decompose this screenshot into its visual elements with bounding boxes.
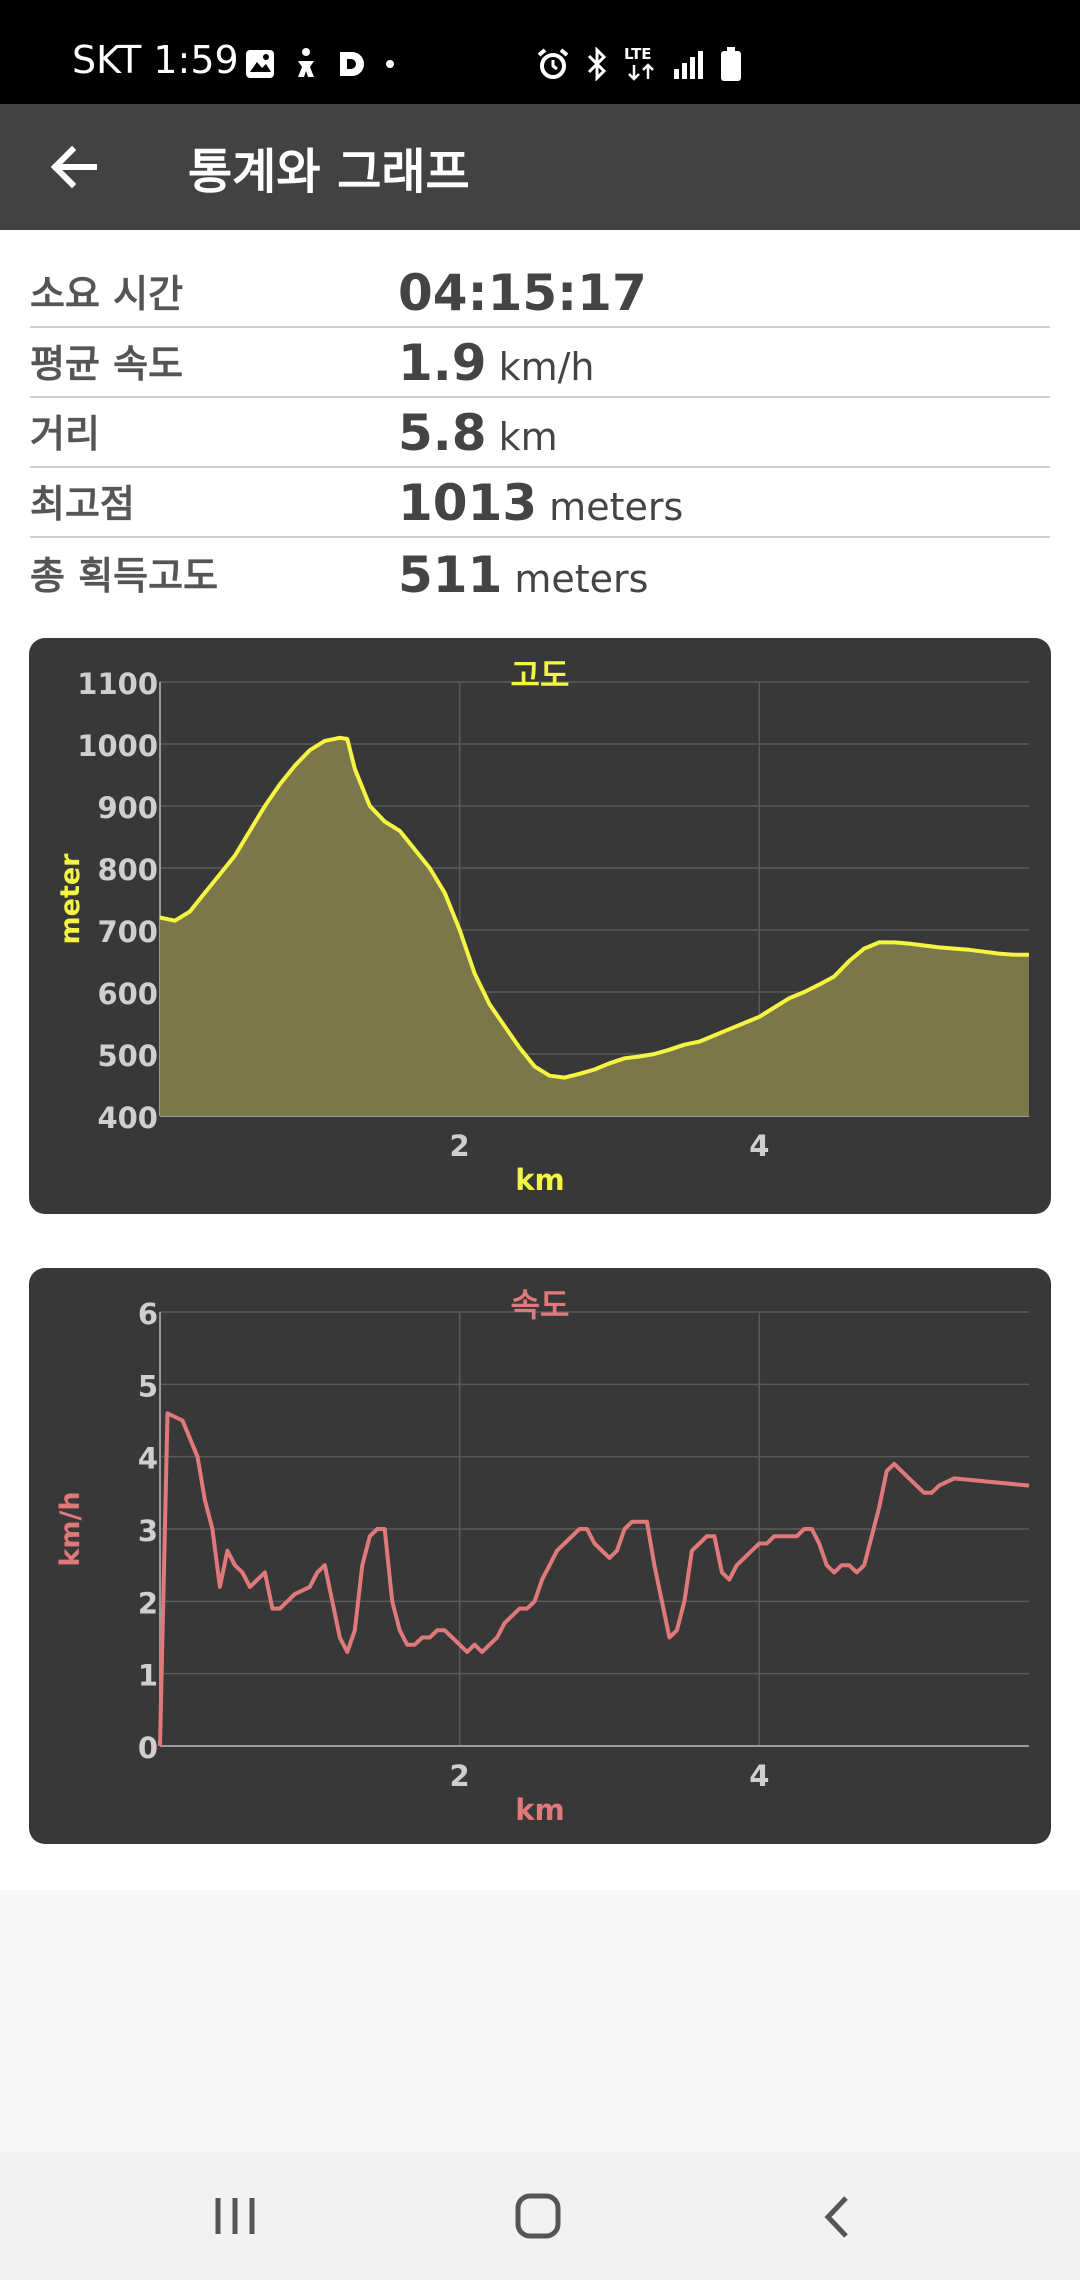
stat-number: 511 bbox=[398, 546, 503, 604]
stat-unit: km/h bbox=[498, 345, 595, 389]
page-title: 통계와 그래프 bbox=[188, 144, 470, 200]
x-tick-label: 2 bbox=[450, 1129, 470, 1163]
y-tick-label: 400 bbox=[97, 1101, 158, 1135]
y-tick-label: 800 bbox=[97, 853, 158, 887]
x-axis-label: km bbox=[515, 1793, 565, 1827]
y-tick-label: 600 bbox=[97, 977, 158, 1011]
x-tick-label: 4 bbox=[749, 1759, 769, 1793]
elevation-chart: 400 500 600 700 800 900 1000 1100 2 4 고도 km meter bbox=[55, 656, 1029, 1197]
lte-icon: LTE bbox=[624, 45, 658, 83]
y-tick-label: 2 bbox=[138, 1586, 158, 1620]
stat-number: 1013 bbox=[398, 474, 538, 532]
stat-number: 5.8 bbox=[398, 404, 487, 462]
signal-icon bbox=[674, 51, 703, 79]
arrow-back-icon bbox=[50, 145, 97, 189]
stat-label: 거리 bbox=[30, 412, 100, 456]
app-bar: 통계와 그래프 bbox=[0, 104, 1080, 230]
stat-unit: meters bbox=[549, 485, 684, 529]
stat-label: 총 획득고도 bbox=[30, 554, 219, 598]
series-line bbox=[159, 735, 1029, 1080]
y-tick-label: 6 bbox=[138, 1297, 158, 1331]
x-axis-label: km bbox=[515, 1163, 565, 1197]
stat-label: 평균 속도 bbox=[30, 342, 184, 386]
status-left-icons bbox=[244, 44, 398, 84]
stat-label: 최고점 bbox=[30, 482, 135, 526]
d-app-icon bbox=[340, 52, 364, 76]
statistics-content: 소요 시간 04:15:17 평균 속도 1.9 km/h 거리 5.8 km 최고… bbox=[0, 230, 1080, 1890]
stat-value: 511 meters bbox=[398, 546, 648, 604]
elevation-chart-card: 400 500 600 700 800 900 1000 1100 2 4 고도 km meter bbox=[29, 638, 1051, 1214]
speed-chart: 0 1 2 3 4 5 6 2 4 속도 km km/h bbox=[55, 1286, 1030, 1827]
status-time: SKT 1:59 bbox=[72, 38, 239, 82]
gallery-icon bbox=[246, 50, 274, 78]
lte-label: LTE bbox=[624, 45, 652, 63]
y-tick-label: 700 bbox=[97, 915, 158, 949]
stat-unit: meters bbox=[514, 557, 649, 601]
y-tick-label: 500 bbox=[97, 1039, 158, 1073]
x-tick-label: 4 bbox=[749, 1129, 769, 1163]
stat-unit: km bbox=[498, 415, 558, 459]
area-fill bbox=[160, 737, 1029, 1116]
y-tick-label: 900 bbox=[97, 791, 158, 825]
y-tick-label: 4 bbox=[138, 1442, 158, 1476]
bluetooth-icon bbox=[587, 47, 607, 81]
stat-row-distance: 거리 5.8 km bbox=[30, 398, 1050, 468]
x-tick-label: 2 bbox=[450, 1759, 470, 1793]
home-button[interactable] bbox=[514, 2192, 564, 2242]
y-tick-label: 1000 bbox=[77, 729, 158, 763]
accessibility-icon bbox=[298, 48, 314, 77]
stat-number: 1.9 bbox=[398, 334, 487, 392]
back-button[interactable] bbox=[42, 134, 108, 200]
status-bar: SKT 1:59 LTE bbox=[0, 0, 1080, 104]
navigation-bar bbox=[0, 2152, 1080, 2280]
chart-title: 고도 bbox=[511, 656, 570, 694]
stat-value: 04:15:17 bbox=[398, 264, 647, 322]
y-axis-label: km/h bbox=[55, 1491, 86, 1566]
dot-icon bbox=[386, 60, 394, 68]
y-tick-label: 5 bbox=[138, 1369, 158, 1403]
alarm-icon bbox=[537, 48, 569, 79]
stat-value: 5.8 km bbox=[398, 404, 558, 462]
stat-row-highest-point: 최고점 1013 meters bbox=[30, 468, 1050, 538]
stat-value: 1013 meters bbox=[398, 474, 683, 532]
stat-row-duration: 소요 시간 04:15:17 bbox=[30, 258, 1050, 328]
y-tick-label: 0 bbox=[138, 1731, 158, 1765]
chart-title: 속도 bbox=[511, 1286, 570, 1324]
y-axis-label: meter bbox=[55, 853, 86, 945]
y-tick-label: 1 bbox=[138, 1659, 158, 1693]
stat-row-avg-speed: 평균 속도 1.9 km/h bbox=[30, 328, 1050, 398]
back-nav-button[interactable] bbox=[818, 2194, 858, 2240]
stat-label: 소요 시간 bbox=[30, 272, 184, 316]
status-right-icons: LTE bbox=[536, 44, 742, 84]
battery-icon bbox=[721, 47, 741, 81]
y-tick-label: 3 bbox=[138, 1514, 158, 1548]
stat-value: 1.9 km/h bbox=[398, 334, 595, 392]
recent-apps-button[interactable] bbox=[210, 2196, 260, 2236]
speed-chart-card: 0 1 2 3 4 5 6 2 4 속도 km km/h bbox=[29, 1268, 1051, 1844]
series-line bbox=[158, 1411, 1030, 1747]
stat-number: 04:15:17 bbox=[398, 264, 647, 322]
stat-row-total-ascent: 총 획득고도 511 meters bbox=[30, 538, 1050, 608]
y-tick-label: 1100 bbox=[77, 667, 158, 701]
